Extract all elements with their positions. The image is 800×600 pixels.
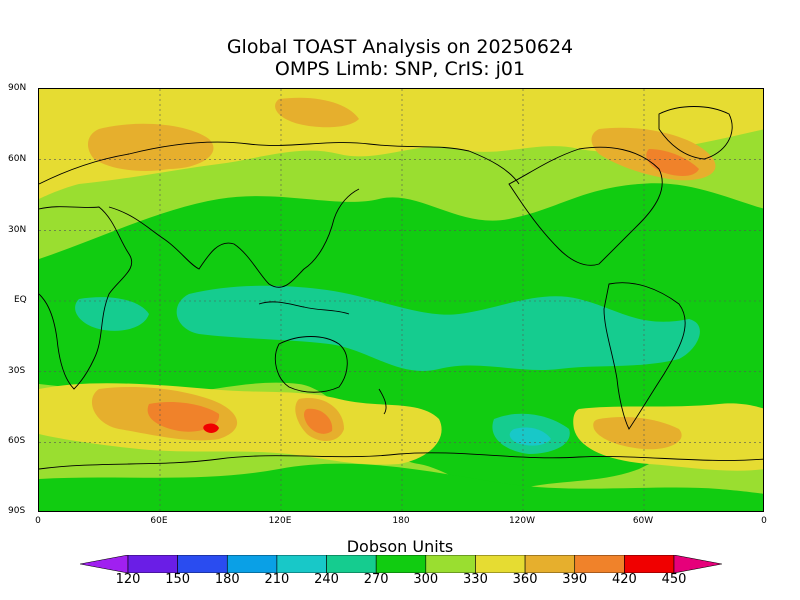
- colorbar-box-2: [177, 555, 228, 573]
- lon-label-120w: 120W: [508, 516, 536, 526]
- colorbar-level-label: 330: [463, 572, 488, 587]
- map-title-line1: Global TOAST Analysis on 20250624: [226, 36, 574, 58]
- lat-label-60n: 60N: [8, 154, 27, 164]
- coast-south-america: [603, 282, 686, 430]
- region-270-tropics: [176, 285, 700, 372]
- coastlines: [39, 106, 763, 470]
- coast-asia-south: [108, 188, 360, 288]
- region-360-north-1: [87, 123, 214, 171]
- colorbar-box-1: [127, 555, 178, 573]
- region-330-north: [39, 89, 763, 199]
- colorbar-arrow-low: [80, 555, 129, 573]
- region-420-south: [203, 423, 219, 433]
- coast-antarctica: [39, 452, 763, 470]
- coast-eurasia-north: [39, 141, 520, 185]
- region-360-north-3: [275, 97, 359, 128]
- colorbar-arrow-high: [673, 555, 722, 573]
- region-360-south-3: [593, 417, 682, 450]
- coast-nz: [378, 388, 387, 415]
- colorbar-title: Dobson Units: [346, 537, 454, 556]
- lon-label-60w: 60W: [632, 516, 654, 526]
- lat-label-60s: 60S: [8, 436, 26, 446]
- ozone-map: [38, 88, 764, 512]
- colorbar-level-label: 210: [264, 572, 290, 587]
- colorbar-box-3: [226, 555, 278, 573]
- region-390-south-2: [304, 408, 333, 434]
- colorbar-box-5: [326, 555, 377, 573]
- colorbar-box-10: [574, 555, 625, 573]
- coast-australia: [275, 336, 348, 393]
- region-300-south-polar: [39, 463, 763, 511]
- region-240-southpacific: [509, 427, 551, 446]
- colorbar-level-label: 390: [562, 572, 588, 587]
- colorbar-level-label: 360: [512, 572, 538, 587]
- coast-africa: [39, 206, 132, 390]
- colorbar-level-label: 270: [363, 572, 389, 587]
- colorbar-box-11: [624, 555, 675, 573]
- region-270-indian: [75, 297, 149, 331]
- colorbar-box-8: [475, 555, 526, 573]
- coast-indonesia: [258, 301, 350, 315]
- map-title-line2: OMPS Limb: SNP, CrIS: j01: [274, 58, 526, 80]
- lon-label-0-west: 0: [35, 516, 41, 526]
- colorbar-level-label: 420: [611, 572, 637, 587]
- colorbar-box-6: [375, 555, 427, 573]
- colorbar-level-label: 180: [214, 572, 240, 587]
- lon-label-180: 180: [392, 516, 410, 526]
- coast-greenland: [658, 106, 733, 160]
- lon-label-60e: 60E: [150, 516, 168, 526]
- colorbar: [80, 555, 722, 573]
- graticule: [39, 89, 763, 511]
- lon-label-0-east: 0: [761, 516, 767, 526]
- lat-label-30n: 30N: [8, 225, 27, 235]
- colorbar-level-label: 150: [165, 572, 191, 587]
- lat-label-30s: 30S: [8, 366, 26, 376]
- region-390-south-1: [147, 402, 220, 432]
- lon-label-120e: 120E: [268, 516, 292, 526]
- colorbar-box-9: [524, 555, 576, 573]
- colorbar-box-4: [276, 555, 327, 573]
- lat-label-90n: 90N: [8, 83, 27, 93]
- colorbar-level-label: 450: [661, 572, 687, 587]
- lat-label-eq: EQ: [14, 295, 27, 305]
- colorbar-level-label: 300: [413, 572, 439, 587]
- colorbar-box-7: [425, 555, 476, 573]
- colorbar-level-label: 120: [115, 572, 141, 587]
- coast-north-america: [508, 146, 663, 266]
- lat-label-90s: 90S: [8, 506, 26, 516]
- colorbar-level-label: 240: [314, 572, 339, 587]
